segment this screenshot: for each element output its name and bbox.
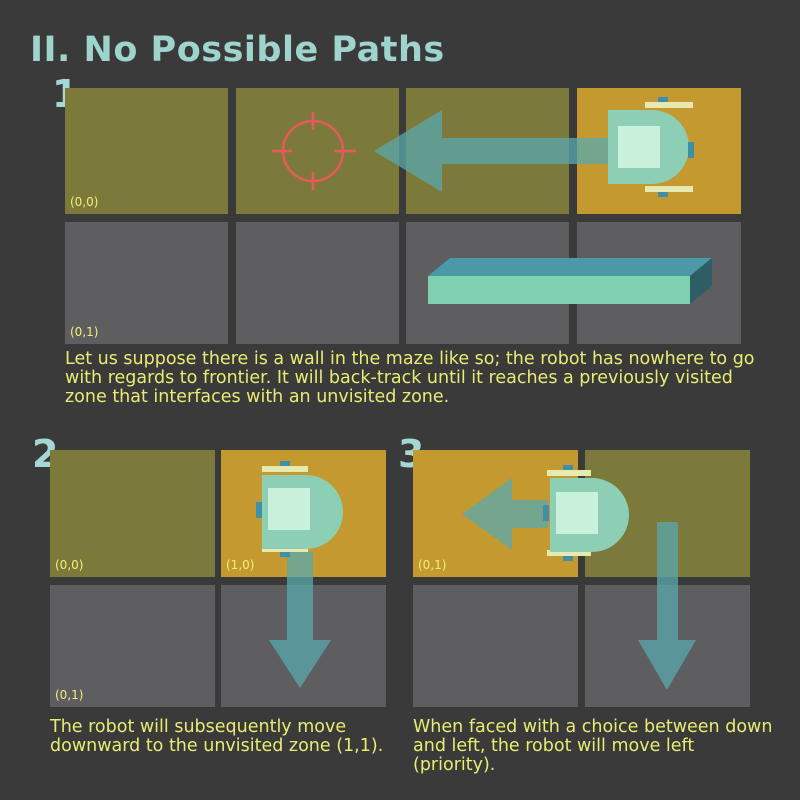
target-icon: [272, 112, 356, 190]
robot-icon: [256, 461, 343, 557]
page-title: II. No Possible Paths: [30, 30, 445, 70]
panel-2-cell-0-0: (0,0): [50, 450, 215, 577]
arrow-down-icon: [638, 522, 696, 690]
robot-icon: [608, 97, 694, 197]
arrow-left-icon: [374, 110, 620, 192]
panel-3-description: When faced with a choice between down an…: [413, 717, 773, 775]
panel-1-cell-0-1: (0,1): [65, 222, 228, 344]
panel-1-cell-0-0: (0,0): [65, 88, 228, 214]
coord-label: (0,1): [70, 325, 99, 339]
arrow-left-icon: [462, 478, 548, 550]
panel-3-cell-0-2: [413, 585, 578, 707]
wall-block: [428, 258, 712, 304]
panel-2-cell-0-1: (0,1): [50, 585, 215, 707]
coord-label: (0,1): [418, 558, 447, 572]
coord-label: (0,0): [70, 195, 99, 209]
coord-label: (0,0): [55, 558, 84, 572]
panel-1-cell-1-1: [236, 222, 399, 344]
coord-label: (0,1): [55, 688, 84, 702]
robot-icon: [543, 465, 629, 561]
arrow-down-icon: [269, 552, 331, 688]
panel-2-description: The robot will subsequently move downwar…: [50, 717, 384, 756]
panel-1-cell-1-0: [236, 88, 399, 214]
panel-1-description: Let us suppose there is a wall in the ma…: [65, 349, 755, 407]
coord-label: (1,0): [226, 558, 255, 572]
